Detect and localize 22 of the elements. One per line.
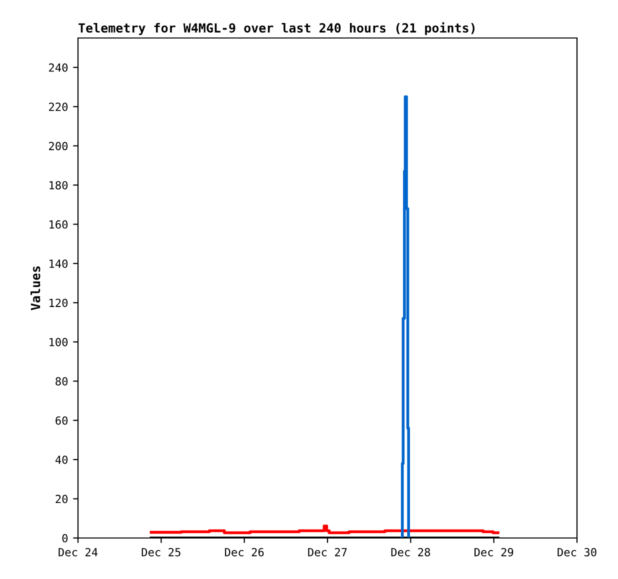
x-tick-label: Dec 24 bbox=[58, 548, 98, 556]
y-tick-label: 160 bbox=[50, 220, 68, 229]
y-tick-label: 240 bbox=[49, 63, 68, 72]
y-tick-label: 120 bbox=[50, 298, 68, 308]
y-tick-label: 80 bbox=[56, 377, 68, 386]
x-tick-label: Dec 27 bbox=[308, 548, 347, 556]
y-tick-label: 0 bbox=[62, 534, 68, 542]
x-tick-label: Dec 25 bbox=[142, 548, 180, 556]
y-tick-label: 40 bbox=[55, 456, 68, 464]
x-tick-label: Dec 28 bbox=[391, 548, 430, 556]
x-tick-label: Dec 30 bbox=[558, 548, 596, 556]
y-tick-label: 100 bbox=[50, 338, 68, 346]
chart-title: Telemetry for W4MGL-9 over last 240 hours (21 points) bbox=[78, 22, 475, 36]
y-tick-label: 200 bbox=[49, 142, 68, 150]
x-tick-label: Dec 26 bbox=[225, 548, 264, 556]
y-tick-label: 140 bbox=[50, 259, 68, 268]
y-tick-label: 60 bbox=[56, 416, 68, 425]
y-tick-label: 180 bbox=[50, 181, 68, 190]
x-tick-label: Dec 29 bbox=[474, 548, 514, 556]
y-tick-label: 20 bbox=[56, 494, 68, 504]
y-tick-label: 220 bbox=[49, 102, 68, 112]
y-axis-title: Values bbox=[30, 266, 40, 310]
